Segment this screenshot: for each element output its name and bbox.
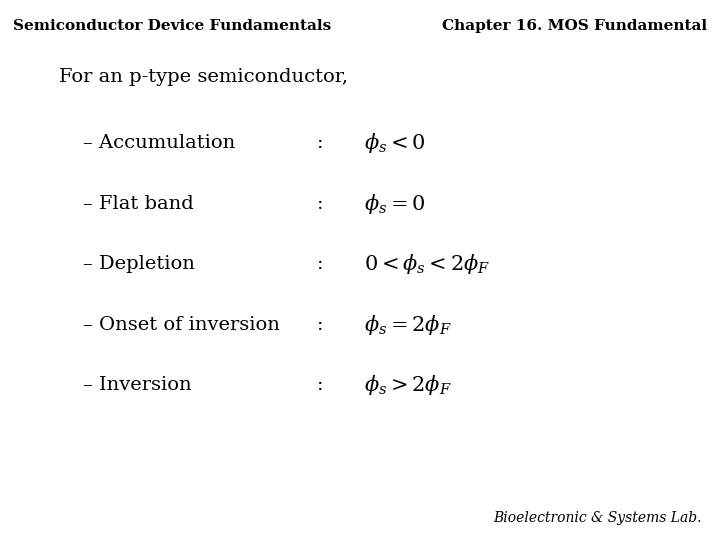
Text: Chapter 16. MOS Fundamental: Chapter 16. MOS Fundamental	[442, 19, 707, 33]
Text: :: :	[317, 134, 324, 152]
Text: :: :	[317, 255, 324, 273]
Text: – Inversion: – Inversion	[83, 376, 192, 394]
Text: $\phi_s > 2\phi_F$: $\phi_s > 2\phi_F$	[364, 373, 451, 397]
Text: – Onset of inversion: – Onset of inversion	[83, 315, 279, 334]
Text: – Depletion: – Depletion	[83, 255, 194, 273]
Text: $0 < \phi_s < 2\phi_F$: $0 < \phi_s < 2\phi_F$	[364, 252, 490, 276]
Text: $\phi_s = 2\phi_F$: $\phi_s = 2\phi_F$	[364, 313, 451, 336]
Text: $\phi_s < 0$: $\phi_s < 0$	[364, 131, 426, 155]
Text: :: :	[317, 315, 324, 334]
Text: – Accumulation: – Accumulation	[83, 134, 235, 152]
Text: For an p-type semiconductor,: For an p-type semiconductor,	[59, 68, 348, 85]
Text: :: :	[317, 194, 324, 213]
Text: :: :	[317, 376, 324, 394]
Text: – Flat band: – Flat band	[83, 194, 194, 213]
Text: Bioelectronic & Systems Lab.: Bioelectronic & Systems Lab.	[493, 511, 702, 525]
Text: $\phi_s = 0$: $\phi_s = 0$	[364, 192, 426, 215]
Text: Semiconductor Device Fundamentals: Semiconductor Device Fundamentals	[13, 19, 331, 33]
